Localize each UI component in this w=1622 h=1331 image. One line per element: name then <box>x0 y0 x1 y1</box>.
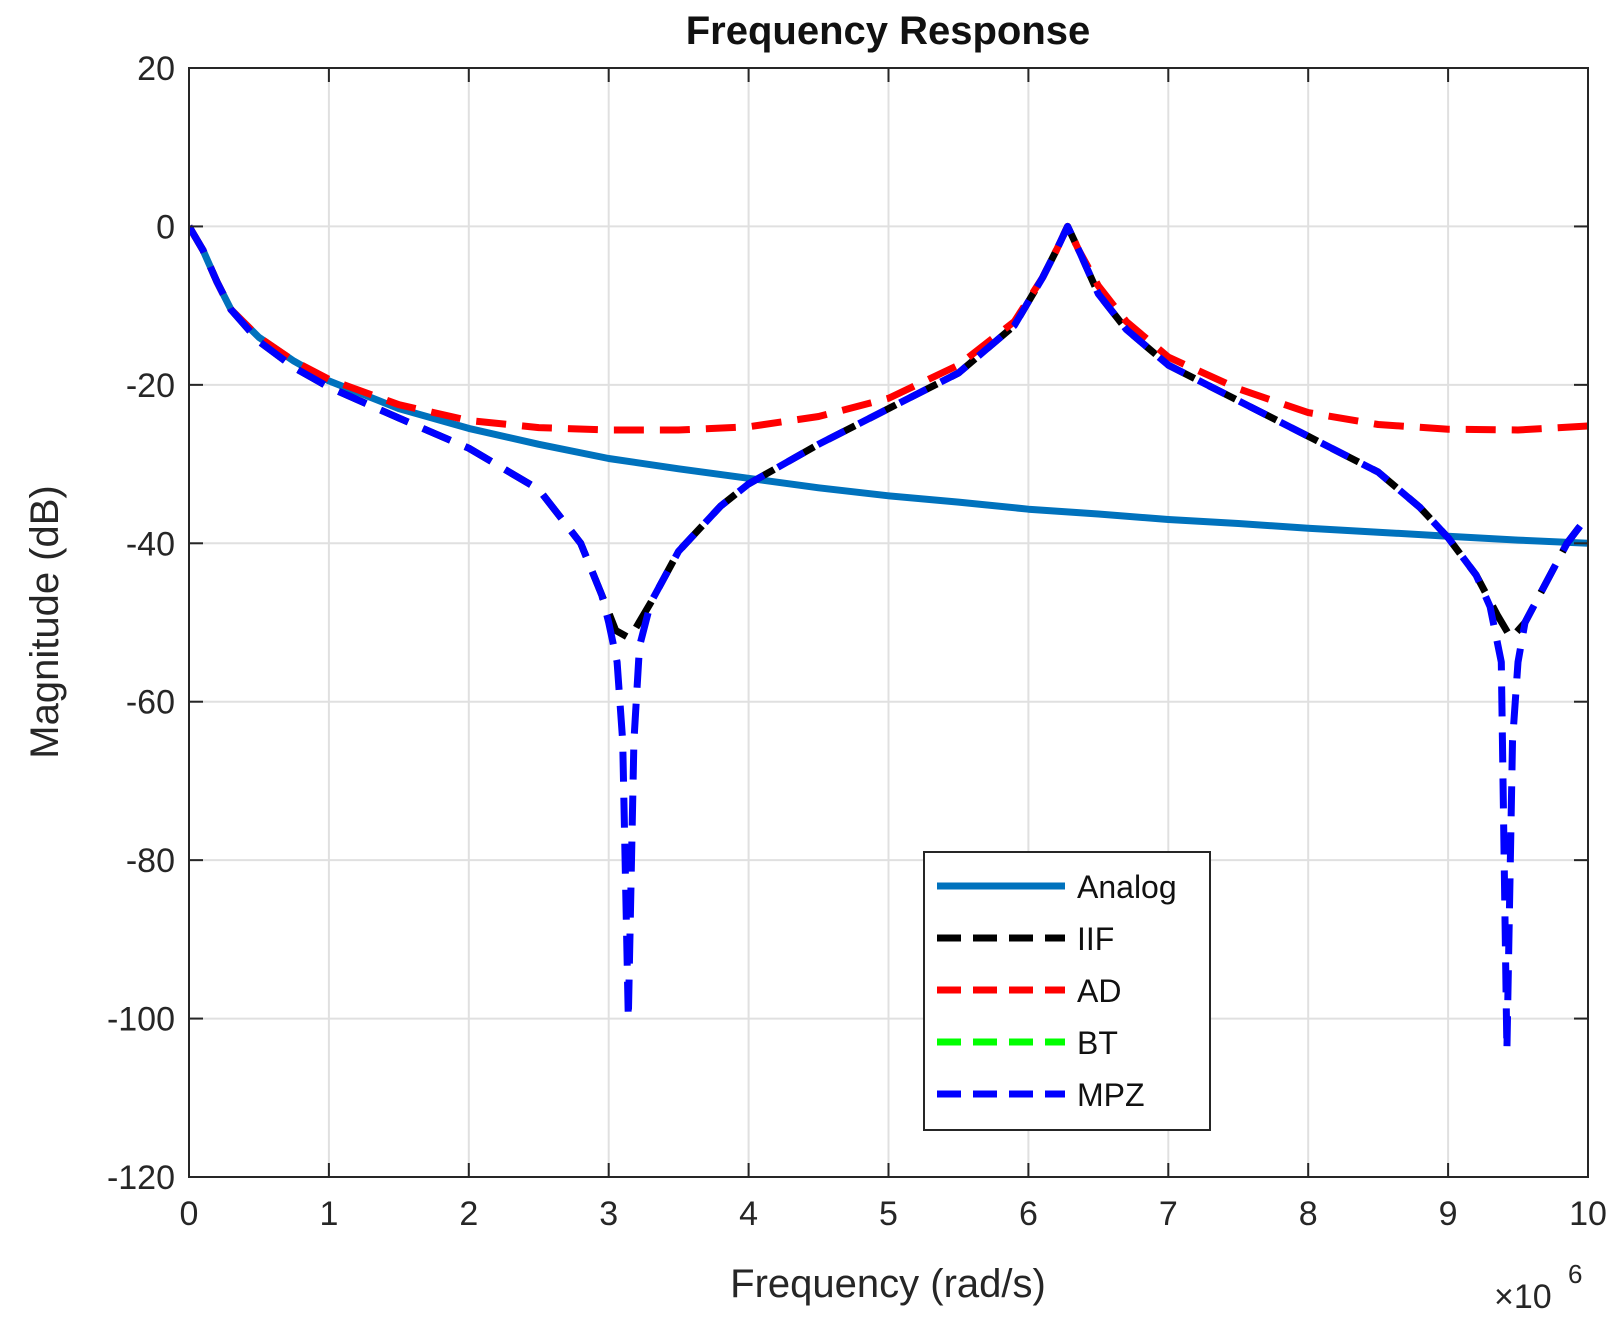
legend-label-iif: IIF <box>1077 921 1114 957</box>
series-line-mpz <box>189 222 1588 1054</box>
y-tick-label: 20 <box>137 50 175 88</box>
legend-label-analog: Analog <box>1077 869 1177 905</box>
legend-label-mpz: MPZ <box>1077 1077 1145 1113</box>
legend-label-ad: AD <box>1077 973 1121 1009</box>
y-axis-label: Magnitude (dB) <box>23 485 67 758</box>
x-tick-label: 6 <box>1019 1195 1038 1233</box>
y-tick-label: -20 <box>126 367 175 405</box>
x-axis-multiplier: ×10 6 <box>1494 1259 1582 1316</box>
y-tick-label: -80 <box>126 842 175 880</box>
x-tick-label: 4 <box>739 1195 758 1233</box>
y-tick-label: 0 <box>156 208 175 246</box>
x-tick-label: 2 <box>459 1195 478 1233</box>
x-multiplier-exponent: 6 <box>1568 1259 1582 1289</box>
series-line-ad <box>189 222 1588 434</box>
x-tick-label: 3 <box>599 1195 618 1233</box>
axis-ticks: 0 1 2 3 4 5 6 7 8 9 10 20 0 -20 -40 -60 -80 -100 -120 <box>107 50 1607 1233</box>
x-tick-label: 1 <box>319 1195 338 1233</box>
y-tick-label: -40 <box>126 525 175 563</box>
x-tick-label: 0 <box>180 1195 199 1233</box>
y-tick-label: -60 <box>126 684 175 722</box>
chart-title: Frequency Response <box>686 9 1091 53</box>
x-multiplier-base: ×10 <box>1494 1278 1552 1316</box>
series-lines <box>189 222 1588 1054</box>
x-tick-label: 8 <box>1299 1195 1318 1233</box>
series-line-analog <box>189 224 1588 547</box>
x-tick-label: 7 <box>1159 1195 1178 1233</box>
x-tick-label: 10 <box>1569 1195 1607 1233</box>
legend-label-bt: BT <box>1077 1025 1118 1061</box>
y-tick-label: -100 <box>107 1001 175 1039</box>
x-tick-label: 5 <box>879 1195 898 1233</box>
legend-box <box>923 851 1211 1131</box>
legend: Analog IIF AD BT MPZ <box>923 851 1211 1131</box>
x-tick-label: 9 <box>1439 1195 1458 1233</box>
x-axis-label: Frequency (rad/s) <box>730 1262 1046 1306</box>
y-tick-label: -120 <box>107 1159 175 1197</box>
